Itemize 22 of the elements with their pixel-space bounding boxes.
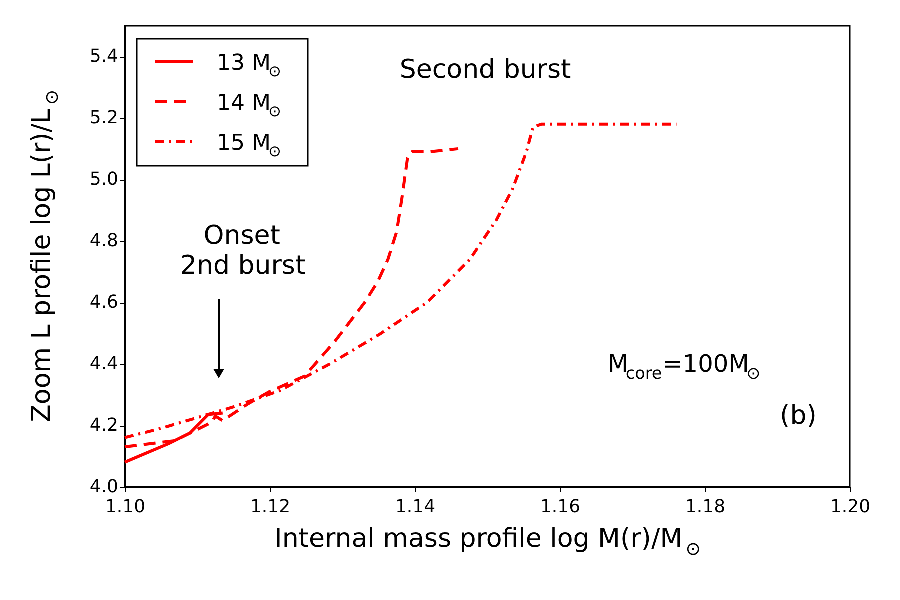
y-tick-label: 4.8: [90, 230, 118, 252]
y-tick-label: 4.2: [90, 415, 118, 436]
y-tick-label: 5.0: [90, 169, 118, 190]
y-axis-title: Zoom L profile log L(r)/L⊙: [27, 90, 63, 422]
x-tick-label: 1.12: [250, 496, 291, 518]
legend-label: 13 M⊙: [217, 51, 282, 81]
annotation: Second burst: [400, 55, 572, 85]
x-tick-label: 1.16: [540, 496, 581, 518]
x-tick-label: 1.10: [105, 496, 146, 518]
x-tick-label: 1.18: [685, 496, 726, 518]
y-tick-label: 5.4: [90, 46, 118, 68]
x-tick-label: 1.14: [395, 496, 436, 518]
y-tick-label: 4.4: [90, 354, 118, 375]
x-axis-title: Internal mass profile log M(r)/M⊙: [274, 524, 702, 560]
y-tick-label: 5.2: [90, 108, 118, 129]
legend-label: 14 M⊙: [217, 91, 282, 121]
y-tick-label: 4.0: [90, 476, 118, 498]
y-tick-label: 4.6: [90, 292, 118, 314]
x-tick-label: 1.20: [830, 496, 871, 518]
annotation: (b): [780, 401, 817, 431]
annotation: Onset 2nd burst: [180, 221, 306, 281]
legend-label: 15 M⊙: [217, 131, 282, 161]
